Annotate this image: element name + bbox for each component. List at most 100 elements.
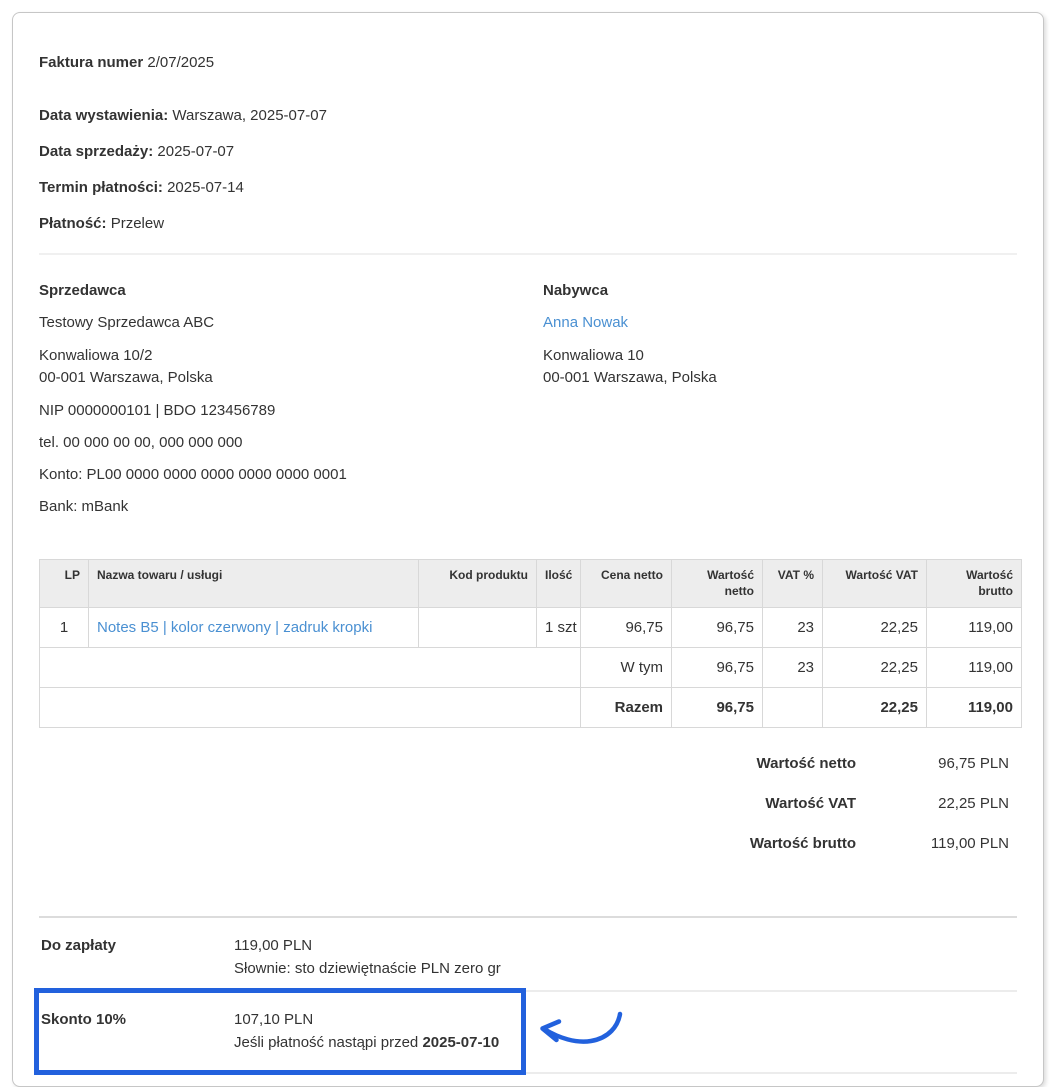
- total-gross-value: 119,00: [926, 687, 1022, 728]
- seller-bank-account: Konto: PL00 0000 0000 0000 0000 0000 000…: [39, 466, 347, 483]
- col-header-quantity: Ilość: [536, 559, 581, 608]
- subtotal-gross-value: 119,00: [926, 647, 1022, 688]
- totals-net-row: Wartość netto 96,75 PLN: [39, 754, 1017, 773]
- col-header-vat-value: Wartość VAT: [822, 559, 927, 608]
- totals-net-value: 96,75 PLN: [938, 755, 1009, 772]
- payment-method-value: Przelew: [110, 215, 165, 232]
- item-lp: 1: [39, 607, 89, 648]
- amount-due-value: 119,00 PLN: [234, 937, 313, 954]
- col-header-product-code: Kod produktu: [418, 559, 537, 608]
- seller-bank-name: Bank: mBank: [39, 498, 129, 515]
- skonto-row: Skonto 10% 107,10 PLN Jeśli płatność nas…: [39, 1008, 521, 1054]
- totals-gross-row: Wartość brutto 119,00 PLN: [39, 834, 1017, 853]
- issue-date-value: Warszawa, 2025-07-07: [172, 107, 327, 124]
- sale-date-label: Data sprzedaży:: [39, 143, 154, 160]
- sale-date-row: Data sprzedaży: 2025-07-07: [39, 142, 1017, 161]
- buyer-address: Konwaliowa 10 00-001 Warszawa, Polska: [543, 345, 1017, 389]
- item-gross-value: 119,00: [926, 607, 1022, 648]
- skonto-label: Skonto 10%: [41, 1011, 127, 1028]
- total-vat-value: 22,25: [822, 687, 927, 728]
- subtotal-vat-rate: 23: [762, 647, 823, 688]
- buyer-address-line1: Konwaliowa 10: [543, 347, 644, 364]
- skonto-top-rule: [39, 990, 1017, 992]
- item-name-cell: Notes B5 | kolor czerwony | zadruk kropk…: [88, 607, 419, 648]
- seller-title: Sprzedawca: [39, 282, 126, 299]
- col-header-name: Nazwa towaru / usługi: [88, 559, 419, 608]
- subtotal-vat-value: 22,25: [822, 647, 927, 688]
- buyer-name-row: Anna Nowak: [543, 313, 1017, 332]
- item-quantity: 1 szt: [536, 607, 581, 648]
- payment-section: Do zapłaty 119,00 PLN Słownie: sto dziew…: [34, 916, 1017, 1075]
- buyer-address-line2: 00-001 Warszawa, Polska: [543, 369, 717, 386]
- amount-due-values: 119,00 PLN Słownie: sto dziewiętnaście P…: [234, 934, 501, 980]
- payment-due-value: 2025-07-14: [167, 179, 244, 196]
- total-net-value: 96,75: [671, 687, 763, 728]
- subtotal-spacer: [39, 647, 581, 688]
- seller-address: Konwaliowa 10/2 00-001 Warszawa, Polska: [39, 345, 543, 389]
- subtotal-row: W tym 96,75 23 22,25 119,00: [39, 647, 1022, 688]
- skonto-condition-text: Jeśli płatność nastąpi przed: [234, 1034, 423, 1051]
- item-vat-rate: 23: [762, 607, 823, 648]
- payment-divider: [39, 916, 1017, 918]
- skonto-bottom-rule: [39, 1072, 1017, 1074]
- skonto-values: 107,10 PLN Jeśli płatność nastąpi przed …: [234, 1008, 499, 1054]
- items-header-row: LP Nazwa towaru / usługi Kod produktu Il…: [39, 559, 1022, 608]
- totals-gross-value: 119,00 PLN: [930, 835, 1009, 852]
- seller-address-line2: 00-001 Warszawa, Polska: [39, 369, 213, 386]
- subtotal-label: W tym: [580, 647, 672, 688]
- seller-phone: tel. 00 000 00 00, 000 000 000: [39, 434, 243, 451]
- item-net-value: 96,75: [671, 607, 763, 648]
- parties-section: Sprzedawca Testowy Sprzedawca ABC Konwal…: [39, 281, 1017, 529]
- product-link[interactable]: Notes B5 | kolor czerwony | zadruk kropk…: [97, 619, 373, 636]
- col-header-net-price: Cena netto: [580, 559, 672, 608]
- total-row: Razem 96,75 22,25 119,00: [39, 687, 1022, 728]
- skonto-amount: 107,10 PLN: [234, 1011, 314, 1028]
- subtotal-net-value: 96,75: [671, 647, 763, 688]
- col-header-lp: LP: [39, 559, 89, 608]
- amount-in-words: Słownie: sto dziewiętnaście PLN zero gr: [234, 960, 501, 977]
- total-label: Razem: [580, 687, 672, 728]
- seller-address-line1: Konwaliowa 10/2: [39, 347, 153, 364]
- item-net-price: 96,75: [580, 607, 672, 648]
- invoice-number-value: 2/07/2025: [147, 54, 215, 71]
- invoice-page: Faktura numer 2/07/2025 Data wystawienia…: [12, 12, 1044, 1087]
- item-product-code: [418, 607, 537, 648]
- skonto-condition: Jeśli płatność nastąpi przed 2025-07-10: [234, 1031, 499, 1054]
- item-vat-value: 22,25: [822, 607, 927, 648]
- col-header-gross-value: Wartość brutto: [926, 559, 1022, 608]
- col-header-vat-rate: VAT %: [762, 559, 823, 608]
- seller-section: Sprzedawca Testowy Sprzedawca ABC Konwal…: [39, 281, 543, 529]
- skonto-date: 2025-07-10: [422, 1034, 500, 1051]
- totals-gross-label: Wartość brutto: [749, 835, 856, 852]
- curved-arrow-icon: [534, 1011, 626, 1049]
- payment-due-label: Termin płatności:: [39, 179, 163, 196]
- totals-summary: Wartość netto 96,75 PLN Wartość VAT 22,2…: [39, 754, 1017, 853]
- totals-net-label: Wartość netto: [756, 755, 856, 772]
- buyer-link[interactable]: Anna Nowak: [543, 314, 629, 331]
- payment-method-row: Płatność: Przelew: [39, 214, 1017, 233]
- invoice-title-label: Faktura numer: [39, 54, 144, 71]
- total-spacer: [39, 687, 581, 728]
- buyer-section: Nabywca Anna Nowak Konwaliowa 10 00-001 …: [543, 281, 1017, 529]
- invoice-title: Faktura numer 2/07/2025: [39, 53, 1017, 72]
- amount-due-label: Do zapłaty: [41, 937, 117, 954]
- invoice-content: Faktura numer 2/07/2025 Data wystawienia…: [13, 13, 1043, 1075]
- item-row: 1 Notes B5 | kolor czerwony | zadruk kro…: [39, 607, 1022, 648]
- col-header-net-value: Wartość netto: [671, 559, 763, 608]
- payment-due-row: Termin płatności: 2025-07-14: [39, 178, 1017, 197]
- issue-date-row: Data wystawienia: Warszawa, 2025-07-07: [39, 106, 1017, 125]
- section-divider: [39, 253, 1017, 255]
- payment-method-label: Płatność:: [39, 215, 107, 232]
- items-table: LP Nazwa towaru / usługi Kod produktu Il…: [39, 559, 1022, 728]
- totals-vat-value: 22,25 PLN: [938, 795, 1009, 812]
- sale-date-value: 2025-07-07: [157, 143, 235, 160]
- skonto-highlight-box: Skonto 10% 107,10 PLN Jeśli płatność nas…: [34, 988, 526, 1075]
- buyer-title: Nabywca: [543, 282, 609, 299]
- totals-vat-row: Wartość VAT 22,25 PLN: [39, 794, 1017, 813]
- seller-name: Testowy Sprzedawca ABC: [39, 314, 215, 331]
- amount-due-row: Do zapłaty 119,00 PLN Słownie: sto dziew…: [39, 934, 1017, 980]
- invoice-meta: Data wystawienia: Warszawa, 2025-07-07 D…: [39, 106, 1017, 233]
- issue-date-label: Data wystawienia:: [39, 107, 169, 124]
- total-vat-rate: [762, 687, 823, 728]
- seller-tax-ids: NIP 0000000101 | BDO 123456789: [39, 402, 276, 419]
